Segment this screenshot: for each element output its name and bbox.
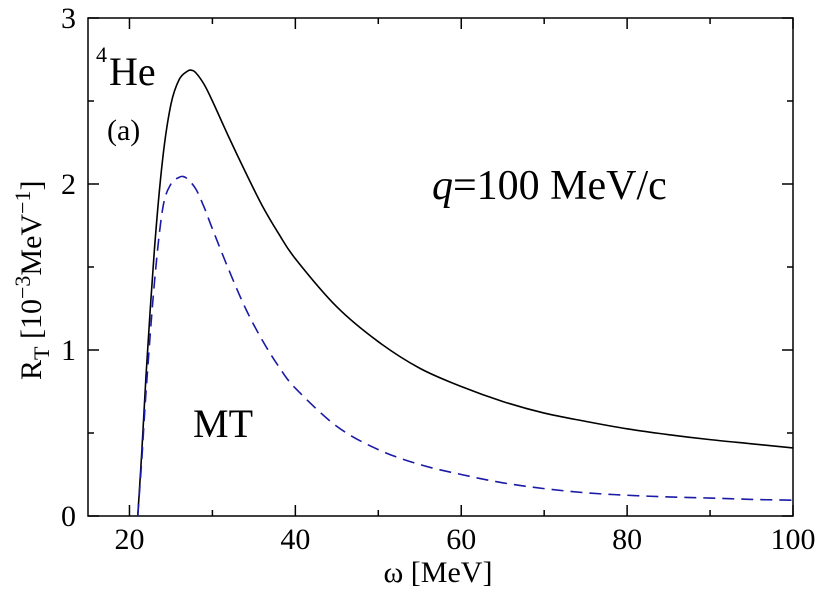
dashed-curve xyxy=(136,175,794,517)
momentum-transfer-label: q=100 MeV/c xyxy=(432,163,667,209)
y-title-sub: T xyxy=(29,346,54,360)
q-symbol: q xyxy=(432,163,453,209)
axis-ticks xyxy=(88,17,794,517)
x-tick-label: 100 xyxy=(771,523,816,556)
y-tick-label: 3 xyxy=(61,2,76,35)
tick-labels: 20 40 60 80 100 0 1 2 3 xyxy=(61,2,816,556)
y-tick-label: 0 xyxy=(61,500,76,533)
y-title-exp: −3 xyxy=(10,276,35,299)
nucleus-label: He xyxy=(109,49,156,94)
nucleus-mass-number: 4 xyxy=(96,42,107,67)
y-title-mev: MeV xyxy=(15,214,48,276)
y-tick-label: 2 xyxy=(61,168,76,201)
potential-label: MT xyxy=(193,401,253,446)
solid-curve xyxy=(136,69,794,517)
x-tick-label: 80 xyxy=(612,523,642,556)
x-tick-label: 20 xyxy=(114,523,144,556)
x-tick-label: 60 xyxy=(446,523,476,556)
y-tick-label: 1 xyxy=(61,334,76,367)
y-title-close: ] xyxy=(15,181,48,191)
y-title-units: [10 xyxy=(15,299,48,347)
q-value-text: =100 MeV/c xyxy=(453,163,667,209)
y-title-main: R xyxy=(15,360,48,380)
y-axis-title: RT [10−3MeV−1] xyxy=(10,181,54,380)
y-title-exp2: −1 xyxy=(10,191,35,214)
data-curves xyxy=(136,69,794,517)
x-tick-label: 40 xyxy=(280,523,310,556)
panel-label: (a) xyxy=(107,114,140,147)
x-axis-title: ω [MeV] xyxy=(384,556,493,589)
